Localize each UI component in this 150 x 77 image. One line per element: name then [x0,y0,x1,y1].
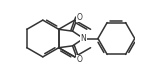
Text: O: O [77,13,83,22]
Text: N: N [81,34,86,43]
Text: O: O [77,55,83,64]
